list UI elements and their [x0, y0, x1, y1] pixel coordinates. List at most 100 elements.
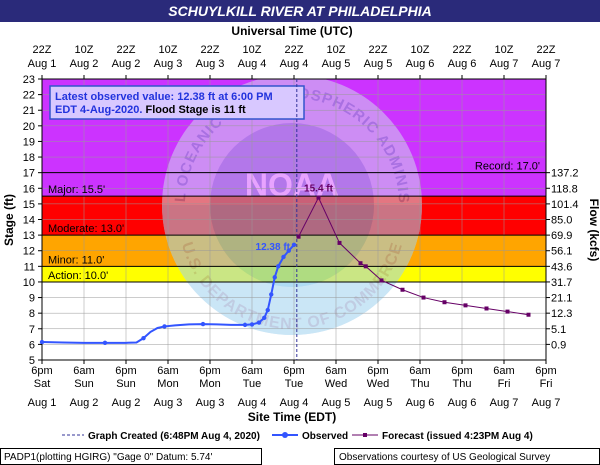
top-tick-label: 22Z — [117, 44, 136, 56]
bottom-tick-label: Aug 2 — [70, 397, 99, 409]
top-tick-label: 22Z — [453, 44, 472, 56]
bottom-axis-title: Site Time (EDT) — [248, 410, 336, 424]
top-tick-label: Aug 6 — [406, 58, 435, 70]
left-tick-label: 18 — [23, 152, 35, 164]
record-label: Record: 17.0' — [475, 161, 540, 173]
top-tick-label: 10Z — [495, 44, 514, 56]
top-tick-label: 10Z — [327, 44, 346, 56]
top-tick-label: Aug 7 — [532, 58, 561, 70]
left-tick-label: 6 — [29, 339, 35, 351]
bottom-tick-label: Aug 7 — [490, 397, 519, 409]
info-box: Latest observed value: 12.38 ft at 6:00 … — [49, 85, 305, 120]
bottom-tick-label: Fri — [498, 378, 511, 390]
left-tick-label: 19 — [23, 136, 35, 148]
observed-point — [265, 307, 270, 313]
top-tick-label: Aug 7 — [490, 58, 519, 70]
bottom-tick-label: Aug 4 — [280, 397, 309, 409]
right-tick-label: 137.2 — [551, 168, 579, 180]
bottom-tick-label: 6pm — [199, 365, 220, 377]
bottom-tick-label: 6pm — [367, 365, 388, 377]
band-label-action: Action: 10.0' — [48, 270, 108, 282]
bottom-tick-label: Aug 5 — [364, 397, 393, 409]
right-tick-label: 31.7 — [551, 277, 572, 289]
observed-point — [269, 292, 274, 297]
bottom-tick-label: Aug 2 — [112, 397, 141, 409]
right-tick-label: 43.6 — [551, 261, 572, 273]
left-axis-ticks: 5 6 7 8 9 10 11 12 13 14 15 16 17 18 19 20 21 22 23 — [23, 74, 42, 367]
top-tick-label: 10Z — [75, 44, 94, 56]
top-tick-label: Aug 3 — [196, 58, 225, 70]
forecast-point — [442, 300, 447, 305]
forecast-point — [484, 306, 489, 311]
right-tick-label: 12.3 — [551, 308, 572, 320]
legend-forecast-marker — [363, 433, 367, 437]
top-tick-label: Aug 5 — [322, 58, 351, 70]
band-labels: Action: 10.0' Minor: 11.0' Moderate: 13.0'… — [48, 161, 540, 282]
left-tick-label: 5 — [29, 355, 35, 367]
forecast-point — [379, 278, 384, 283]
info-box-date: EDT 4-Aug-2020. — [55, 104, 145, 116]
legend-created-label: Graph Created (6:48PM Aug 4, 2020) — [88, 431, 260, 442]
bottom-tick-label: Tue — [243, 378, 262, 390]
bottom-tick-label: Sat — [34, 378, 51, 390]
bottom-tick-label: 6am — [409, 365, 430, 377]
left-tick-label: 14 — [23, 215, 35, 227]
bottom-tick-label: 6am — [73, 365, 94, 377]
left-tick-label: 16 — [23, 183, 35, 195]
right-axis-ticks: 0.9 5.1 12.3 21.1 31.7 43.6 56.1 69.9 85.0 101.4 1… — [546, 168, 579, 351]
data-series: 12.38 ft 15.4 ft — [39, 79, 531, 360]
legend: Graph Created (6:48PM Aug 4, 2020) Obser… — [62, 431, 533, 442]
forecast-point — [363, 264, 368, 269]
bottom-tick-label: Wed — [325, 378, 347, 390]
right-axis-title: Flow (kcfs) — [587, 199, 600, 262]
right-tick-label: 0.9 — [551, 339, 566, 351]
left-axis-title: Stage (ft) — [2, 194, 16, 246]
bottom-tick-label: 6pm — [283, 365, 304, 377]
observed-point — [286, 248, 291, 253]
top-tick-label: 22Z — [201, 44, 220, 56]
observed-point — [200, 321, 206, 327]
observed-line — [41, 244, 295, 344]
observed-point — [276, 264, 281, 269]
observed-point — [256, 320, 262, 325]
left-tick-label: 10 — [23, 277, 35, 289]
info-box-flood-stage: Flood Stage is 11 ft — [145, 104, 246, 116]
band-label-moderate: Moderate: 13.0' — [48, 223, 124, 235]
left-tick-label: 8 — [29, 308, 35, 320]
forecast-peak-label: 15.4 ft — [304, 184, 334, 195]
title-bar — [0, 0, 600, 22]
top-tick-label: 22Z — [537, 44, 556, 56]
top-tick-label: Aug 5 — [364, 58, 393, 70]
forecast-point — [358, 261, 363, 266]
top-tick-label: Aug 4 — [280, 58, 309, 70]
forecast-point — [316, 195, 321, 200]
bottom-tick-label: 6pm — [31, 365, 52, 377]
bottom-tick-label: 6am — [493, 365, 514, 377]
forecast-point — [505, 309, 510, 314]
top-tick-label: 22Z — [369, 44, 388, 56]
left-tick-label: 12 — [23, 246, 35, 258]
top-tick-label: Aug 1 — [28, 58, 57, 70]
bottom-tick-label: 6am — [241, 365, 262, 377]
left-tick-label: 11 — [24, 261, 35, 273]
right-tick-label: 69.9 — [551, 230, 572, 242]
top-tick-label: 10Z — [411, 44, 430, 56]
top-tick-label: 10Z — [243, 44, 262, 56]
top-tick-label: Aug 2 — [112, 58, 141, 70]
chart-title: SCHUYLKILL RIVER AT PHILADELPHIA — [168, 3, 431, 19]
left-tick-label: 17 — [23, 168, 35, 180]
forecast-point — [400, 287, 405, 292]
bottom-tick-label: Mon — [199, 378, 220, 390]
left-tick-label: 20 — [23, 121, 35, 133]
top-axis-ticks: 22Z Aug 1 10Z Aug 2 22Z Aug 2 10Z Aug 3 22Z Aug 3… — [28, 44, 561, 79]
bottom-tick-label: 6pm — [451, 365, 472, 377]
right-tick-label: 5.1 — [551, 324, 566, 336]
observed-point — [162, 324, 167, 329]
top-tick-label: Aug 3 — [154, 58, 183, 70]
top-tick-label: 10Z — [159, 44, 178, 56]
left-tick-label: 15 — [23, 199, 35, 211]
bottom-tick-label: Sun — [116, 378, 136, 390]
forecast-point — [296, 234, 301, 239]
observed-latest-label: 12.38 ft — [256, 242, 291, 253]
